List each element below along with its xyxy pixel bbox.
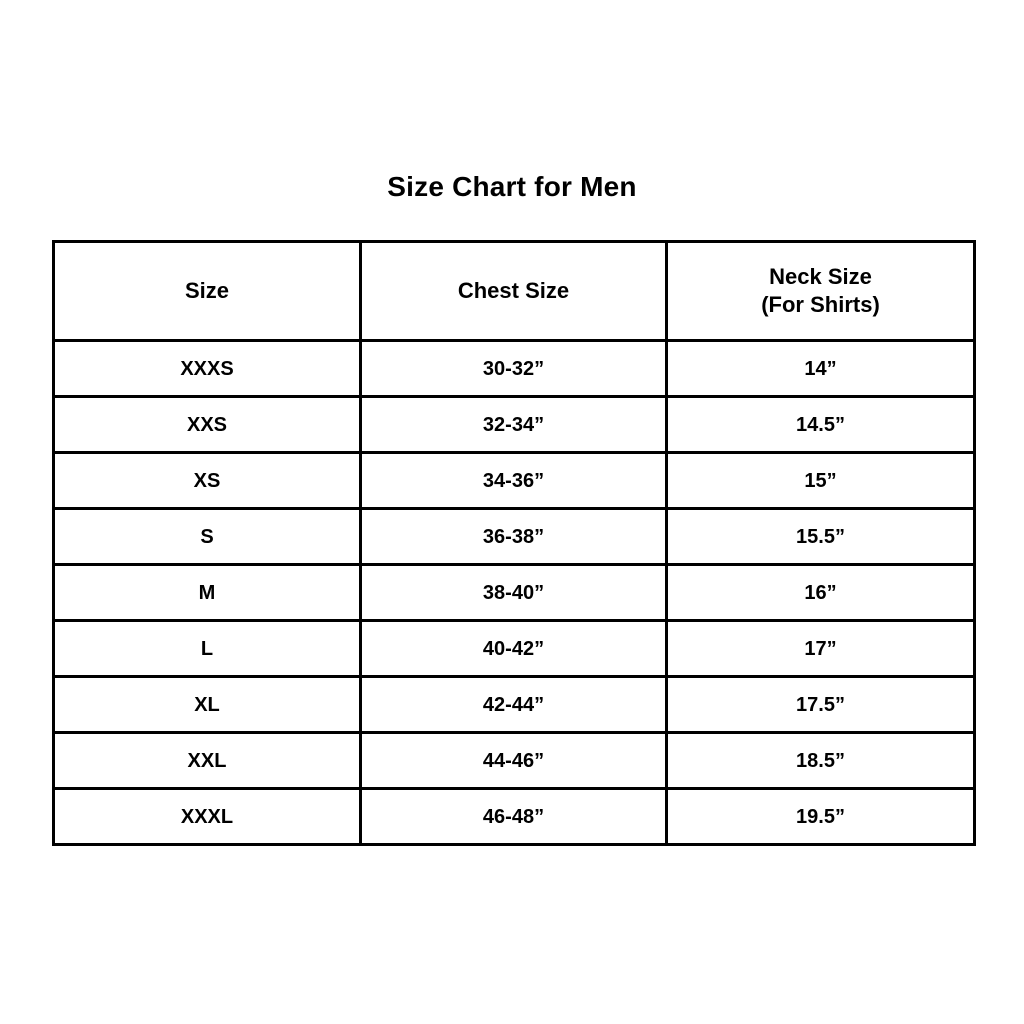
cell-size: M — [52, 563, 362, 622]
column-header-neck-size-sublabel: (For Shirts) — [761, 292, 880, 317]
cell-chest: 34-36” — [359, 451, 668, 510]
table-row: XXXL 46-48” 19.5” — [52, 787, 976, 846]
cell-neck: 14.5” — [665, 395, 976, 454]
cell-neck: 16” — [665, 563, 976, 622]
column-header-chest-size: Chest Size — [359, 240, 668, 342]
cell-size: XXS — [52, 395, 362, 454]
cell-neck: 14” — [665, 339, 976, 398]
cell-chest: 38-40” — [359, 563, 668, 622]
table-row: M 38-40” 16” — [52, 563, 976, 622]
cell-neck: 17” — [665, 619, 976, 678]
table-row: XS 34-36” 15” — [52, 451, 976, 510]
table-header-row: Size Chest Size Neck Size (For Shirts) — [52, 240, 976, 342]
cell-chest: 32-34” — [359, 395, 668, 454]
cell-chest: 42-44” — [359, 675, 668, 734]
size-chart-table-wrapper: Size Chest Size Neck Size (For Shirts) X… — [52, 240, 976, 846]
table-row: L 40-42” 17” — [52, 619, 976, 678]
table-row: XXL 44-46” 18.5” — [52, 731, 976, 790]
cell-neck: 17.5” — [665, 675, 976, 734]
table-row: XXXS 30-32” 14” — [52, 339, 976, 398]
table-body: XXXS 30-32” 14” XXS 32-34” 14.5” XS 34-3… — [52, 339, 976, 846]
cell-chest: 40-42” — [359, 619, 668, 678]
cell-size: S — [52, 507, 362, 566]
size-chart-table: Size Chest Size Neck Size (For Shirts) X… — [52, 240, 976, 846]
cell-chest: 36-38” — [359, 507, 668, 566]
cell-chest: 46-48” — [359, 787, 668, 846]
table-row: XL 42-44” 17.5” — [52, 675, 976, 734]
cell-size: XXL — [52, 731, 362, 790]
cell-size: XL — [52, 675, 362, 734]
column-header-neck-size-label: Neck Size — [769, 264, 872, 289]
table-row: S 36-38” 15.5” — [52, 507, 976, 566]
cell-size: XS — [52, 451, 362, 510]
cell-size: XXXL — [52, 787, 362, 846]
cell-neck: 19.5” — [665, 787, 976, 846]
cell-size: L — [52, 619, 362, 678]
cell-chest: 44-46” — [359, 731, 668, 790]
column-header-neck-size: Neck Size (For Shirts) — [665, 240, 976, 342]
table-row: XXS 32-34” 14.5” — [52, 395, 976, 454]
cell-chest: 30-32” — [359, 339, 668, 398]
column-header-size-label: Size — [184, 278, 230, 303]
column-header-chest-size-label: Chest Size — [457, 278, 570, 303]
cell-size: XXXS — [52, 339, 362, 398]
cell-neck: 18.5” — [665, 731, 976, 790]
column-header-size: Size — [52, 240, 362, 342]
cell-neck: 15.5” — [665, 507, 976, 566]
table-header: Size Chest Size Neck Size (For Shirts) — [52, 240, 976, 342]
page-title: Size Chart for Men — [387, 171, 637, 202]
cell-neck: 15” — [665, 451, 976, 510]
